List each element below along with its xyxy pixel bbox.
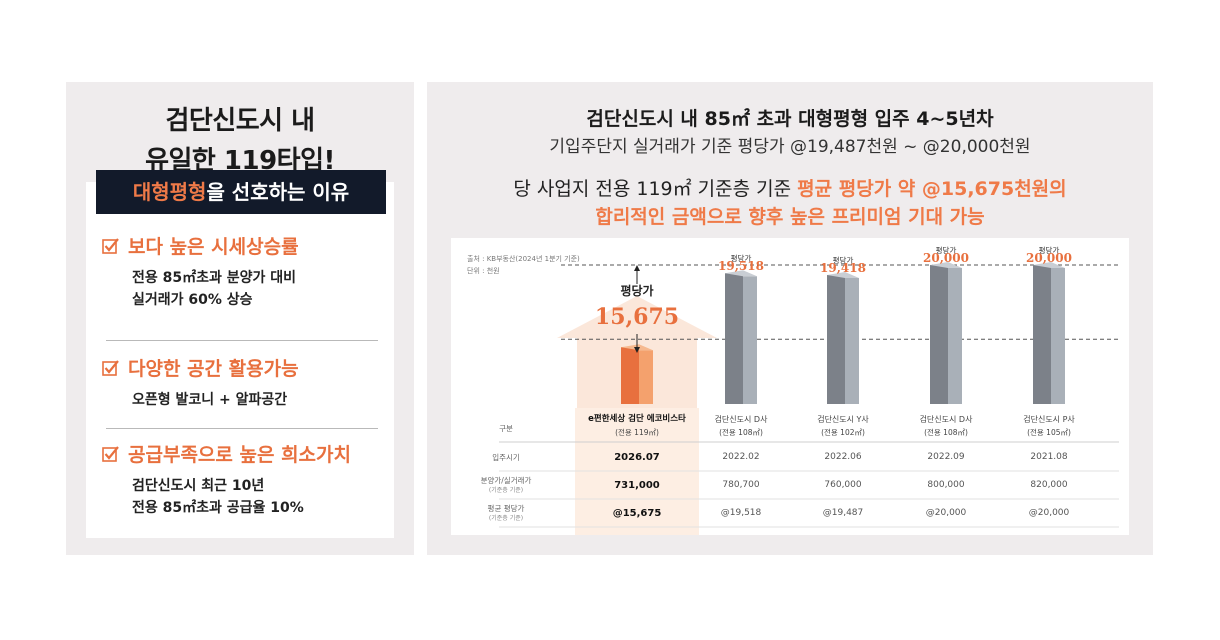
summary-line: 당 사업지 전용 119㎡ 기준층 기준 평균 평당가 약 @15,675천원의 (427, 174, 1153, 201)
table-cell-2-3: @20,000 (925, 508, 967, 518)
right-panel: 검단신도시 내 85㎡ 초과 대형평형 입주 4~5년차 기입주단지 실거래가 … (427, 82, 1153, 555)
table-row-label-1: 분양가/실거래가 (480, 476, 532, 485)
reason-2-title: 다양한 공간 활용가능 (128, 358, 299, 380)
bar-4-cap (1033, 262, 1065, 268)
table-cell-2-0: @15,675 (612, 508, 662, 519)
bar-2-value-prefix: 평당가 (832, 255, 854, 265)
highlight-value-prefix: 평당가 (620, 284, 654, 298)
reasons-banner: 대형평형을 선호하는 이유 (96, 170, 386, 214)
summary-plain: 당 사업지 전용 119㎡ 기준층 기준 (513, 178, 798, 200)
category-label-0: e편한세상 검단 에코비스타 (588, 414, 686, 424)
category-label-2: 검단신도시 Y사 (817, 415, 869, 424)
table-row-label-0: 입주시기 (492, 453, 520, 462)
category-sub-1: (전용 108㎡) (719, 428, 763, 437)
table-cell-1-3: 800,000 (927, 480, 965, 490)
bar-3-value-label: 20,000 (923, 251, 969, 265)
bar-2-cap (827, 271, 859, 278)
bar-1-left-face (725, 273, 743, 404)
headline: 검단신도시 내 85㎡ 초과 대형평형 입주 4~5년차 (586, 108, 994, 130)
divider (106, 428, 378, 429)
up-arrow-head (634, 265, 640, 271)
banner-rest: 을 선호하는 이유 (206, 180, 350, 204)
table-cell-0-3: 2022.09 (927, 452, 965, 462)
reason-1-desc-2: 실거래가 60% 상승 (132, 292, 253, 308)
table-cell-0-4: 2021.08 (1030, 452, 1068, 462)
bar-3-value-prefix: 평당가 (935, 246, 957, 255)
table-row-sublabel-1: (기준층 기준) (488, 487, 524, 494)
divider (106, 340, 378, 341)
reason-1-desc-1: 전용 85㎡초과 분양가 대비 (132, 270, 297, 286)
table-cell-0-0: 2026.07 (614, 452, 660, 463)
bar-2-value-label: 19,418 (820, 260, 866, 275)
table-row-label-2: 평균 평당가 (487, 504, 525, 513)
chart-svg (499, 262, 1119, 535)
table-cell-1-0: 731,000 (614, 480, 660, 491)
reason-item-2: 다양한 공간 활용가능 오픈형 발코니 + 알파공간 (102, 354, 382, 411)
table-cell-0-2: 2022.06 (824, 452, 862, 462)
highlight-value-label: 15,675 (594, 304, 680, 330)
bar-3-cap (930, 262, 962, 268)
bar-0-left-face (621, 347, 639, 404)
category-label-1: 검단신도시 D사 (714, 415, 768, 424)
checkbox-check-icon (102, 445, 119, 462)
subheadline: 기입주단지 실거래가 기준 평당가 @19,487천원 ~ @20,000천원 (549, 137, 1031, 157)
checkbox-check-icon (102, 237, 119, 254)
table-cell-2-2: @19,487 (822, 508, 864, 518)
bar-1-cap (725, 270, 757, 277)
bar-1-right-face (743, 276, 757, 404)
bar-4-value-label: 20,000 (1026, 251, 1072, 265)
down-arrow-head (634, 347, 640, 353)
bar-3-right-face (948, 268, 962, 404)
bar-3-left-face (930, 265, 948, 404)
reasons-card: 대형평형을 선호하는 이유 보다 높은 시세상승률 전용 85㎡초과 분양가 대… (86, 170, 394, 538)
table-cell-2-4: @20,000 (1028, 508, 1070, 518)
left-title-line1: 검단신도시 내 (165, 106, 315, 136)
category-label-3: 검단신도시 D사 (919, 415, 973, 424)
reason-1-title: 보다 높은 시세상승률 (128, 236, 299, 258)
category-sub-2: (전용 102㎡) (821, 428, 865, 437)
reason-item-1: 보다 높은 시세상승률 전용 85㎡초과 분양가 대비 실거래가 60% 상승 (102, 232, 382, 311)
table-cell-0-1: 2022.02 (722, 452, 760, 462)
category-label-4: 검단신도시 P사 (1023, 415, 1075, 424)
summary-line-2: 합리적인 금액으로 향후 높은 프리미엄 기대 가능 (595, 206, 985, 228)
bar-2-right-face (845, 277, 859, 404)
reason-2-desc-1: 오픈형 발코니 + 알파공간 (132, 392, 288, 408)
table-cell-1-2: 760,000 (824, 480, 862, 490)
source-note: 출처 : KB부동산(2024년 1분기 기준) (467, 255, 580, 263)
bar-4-left-face (1033, 265, 1051, 404)
reason-3-title: 공급부족으로 높은 희소가치 (128, 444, 351, 466)
table-row-sublabel-2: (기준층 기준) (488, 515, 524, 522)
bar-2-left-face (827, 274, 845, 404)
left-panel: 검단신도시 내 유일한 119타입! 대형평형을 선호하는 이유 보다 높은 시… (66, 82, 414, 555)
table-cell-1-1: 780,700 (722, 480, 760, 490)
table-cell-1-4: 820,000 (1030, 480, 1068, 490)
bar-1-value-label: 19,518 (718, 259, 764, 274)
category-sub-4: (전용 105㎡) (1027, 428, 1071, 437)
table-cell-2-1: @19,518 (720, 508, 762, 518)
reason-3-desc-1: 검단신도시 최근 10년 (132, 478, 265, 494)
bar-4-value-prefix: 평당가 (1038, 246, 1060, 255)
bar-0-right-face (639, 350, 653, 404)
bar-4-right-face (1051, 268, 1065, 404)
summary-highlight: 평균 평당가 약 @15,675천원의 (797, 178, 1067, 200)
banner-highlight: 대형평형 (132, 180, 207, 204)
reason-item-3: 공급부족으로 높은 희소가치 검단신도시 최근 10년 전용 85㎡초과 공급율… (102, 440, 382, 519)
reason-3-desc-2: 전용 85㎡초과 공급율 10% (132, 500, 304, 516)
unit-note: 단위 : 천원 (467, 267, 500, 275)
category-sub-3: (전용 108㎡) (924, 428, 968, 437)
checkbox-check-icon (102, 359, 119, 376)
bar-1-value-prefix: 평당가 (730, 254, 752, 264)
category-sub-0: (전용 119㎡) (615, 428, 659, 437)
table-header-label: 구분 (499, 424, 513, 433)
price-chart: 출처 : KB부동산(2024년 1분기 기준) 단위 : 천원 평당가 19,5… (451, 238, 1129, 535)
